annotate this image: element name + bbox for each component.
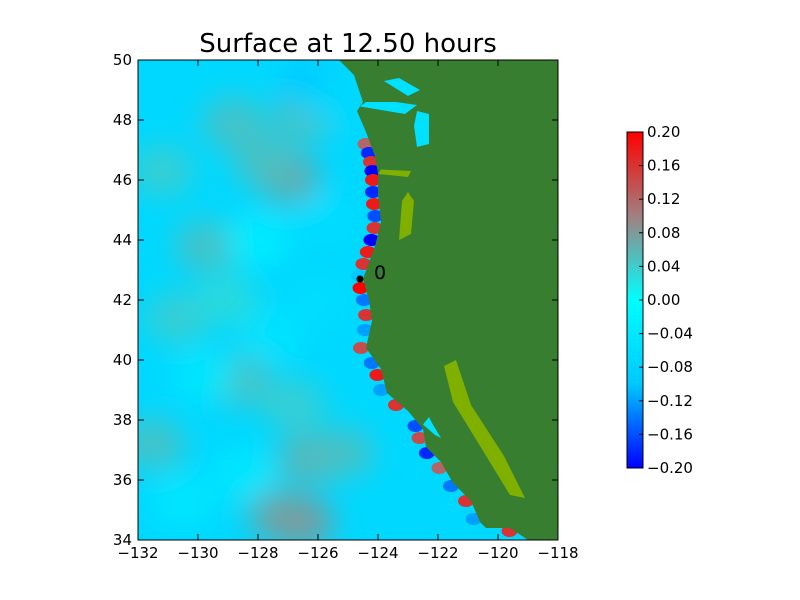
- y-tick-label: 36: [113, 471, 132, 489]
- y-tick-label: 46: [113, 171, 132, 189]
- coastal-wave-band: [351, 138, 518, 537]
- surface-anomaly: [211, 448, 275, 500]
- x-tick-label: −120: [477, 544, 518, 562]
- x-tick-label: −126: [297, 544, 338, 562]
- y-tick-label: 48: [113, 111, 132, 129]
- y-tick-label: 42: [113, 291, 132, 309]
- surface-anomaly: [175, 220, 239, 272]
- x-tick-label: −124: [357, 544, 398, 562]
- x-tick-label: −118: [537, 544, 578, 562]
- colorbar-ticks: 0.20 0.16 0.12 0.08 0.04 0.00 −0.04 −0.08 −0.12 −…: [639, 123, 693, 477]
- surface-anomaly: [241, 310, 305, 362]
- colorbar-tick-label: −0.08: [647, 358, 693, 376]
- land-mass: [339, 60, 558, 540]
- gauge-label: 0: [374, 262, 386, 284]
- y-tick-label: 44: [113, 231, 132, 249]
- y-tick-label: 40: [113, 351, 132, 369]
- gauge-dot: [356, 275, 364, 283]
- central-valley: [444, 360, 525, 498]
- coastal-wave-cell: [352, 282, 369, 294]
- colorbar-tick-label: 0.20: [647, 123, 680, 141]
- surface-anomaly: [310, 427, 374, 479]
- y-tick-label: 38: [113, 411, 132, 429]
- surface-anomaly: [138, 418, 185, 470]
- colorbar: 0.20 0.16 0.12 0.08 0.04 0.00 −0.04 −0.08 −0.12 −…: [626, 123, 693, 477]
- san-francisco-bay: [423, 417, 441, 438]
- coastal-wave-cell: [353, 342, 369, 354]
- strait-of-georgia: [384, 78, 420, 96]
- surface-anomaly: [145, 292, 209, 344]
- coastal-wave-cell: [366, 198, 382, 210]
- x-axis: −132 −130 −128 −126 −124 −122 −120 −118: [117, 60, 579, 562]
- colorbar-tick-label: −0.12: [647, 392, 693, 410]
- coastal-wave-cell: [367, 210, 384, 222]
- surface-anomaly: [304, 73, 368, 125]
- inland-water-features: [360, 78, 525, 498]
- x-tick-label: −132: [117, 544, 158, 562]
- willamette-valley: [399, 192, 414, 240]
- surface-anomaly: [196, 274, 260, 326]
- coastal-wave-cell: [369, 369, 386, 381]
- surface-anomaly: [151, 475, 215, 527]
- y-tick-label: 34: [113, 531, 132, 549]
- surface-anomaly: [202, 97, 266, 149]
- coastal-wave-cell: [357, 324, 373, 336]
- y-axis: 34 36 38 40 42 44 46 48 50: [113, 51, 558, 549]
- surface-anomaly: [172, 349, 236, 401]
- colorbar-tick-label: −0.20: [647, 459, 693, 477]
- puget-sound: [414, 111, 429, 147]
- colorbar-tick-label: 0.16: [647, 157, 680, 175]
- coastal-wave-cell: [365, 174, 381, 186]
- colorbar-tick-label: 0.04: [647, 257, 680, 275]
- colorbar-tick-label: 0.00: [647, 291, 680, 309]
- x-tick-label: −130: [177, 544, 218, 562]
- surface-anomaly: [295, 193, 359, 245]
- colorbar-tick-label: −0.04: [647, 325, 693, 343]
- colorbar-tick-label: 0.12: [647, 190, 680, 208]
- coastal-wave-cell: [358, 309, 375, 321]
- surface-anomaly: [232, 136, 296, 188]
- colorbar-tick-label: −0.16: [647, 425, 693, 443]
- colorbar-tick-label: 0.08: [647, 224, 680, 242]
- coastal-wave-cell: [411, 432, 428, 444]
- chart-title: Surface at 12.50 hours: [199, 29, 497, 59]
- coastal-wave-cell: [363, 234, 380, 246]
- surface-anomaly: [138, 145, 194, 197]
- y-tick-label: 50: [113, 51, 132, 69]
- columia-river: [378, 169, 411, 177]
- coastal-wave-cell: [366, 222, 383, 234]
- coastal-wave-cell: [365, 186, 381, 198]
- plot-area: [138, 60, 558, 540]
- coastal-wave-cell: [373, 384, 390, 396]
- strait-of-juan-de-fuca: [360, 102, 417, 114]
- surface-anomaly-layer: [138, 60, 374, 540]
- surface-anomaly: [262, 379, 326, 431]
- x-tick-label: −122: [417, 544, 458, 562]
- surface-anomaly: [286, 274, 350, 326]
- surface-anomaly: [226, 214, 290, 266]
- coastal-wave-cell: [356, 294, 372, 306]
- x-tick-label: −128: [237, 544, 278, 562]
- gauge-marker: 0: [356, 262, 386, 284]
- surface-anomaly: [271, 496, 335, 540]
- coastal-wave-cell: [363, 156, 379, 168]
- coastal-wave-cell: [364, 165, 381, 177]
